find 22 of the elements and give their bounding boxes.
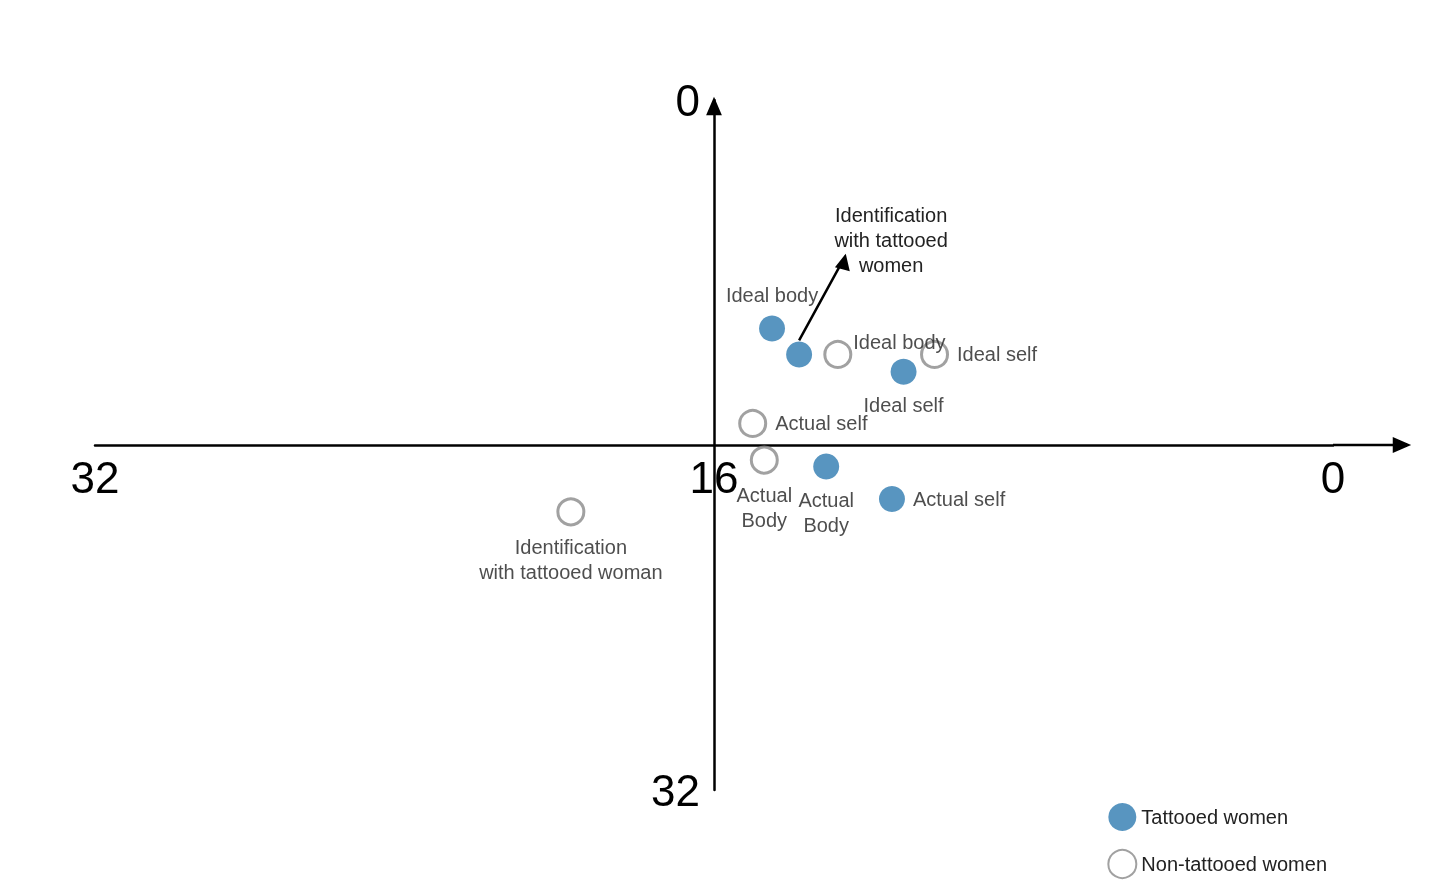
point [890,358,917,385]
legend-label: Tattooed women [1141,806,1289,828]
data-label: Actual self [912,487,1006,510]
point [749,445,779,475]
data-label: Ideal self [957,343,1038,366]
point [823,339,853,369]
point [813,453,840,480]
point [878,485,905,512]
data-label: Identification with tattooed woman [478,535,663,583]
data-label: Actual self [775,412,868,435]
data-label: Ideal body [725,284,819,307]
legend-label: Non-tattooed women [1141,853,1328,875]
annotation: Identification with tattooed women [833,204,948,277]
point [556,497,586,527]
x-tick-label: 0 [1320,452,1346,502]
x-tick-label: 32 [70,452,120,502]
data-label: Ideal body [853,331,946,354]
point [738,408,768,438]
data-label: Actual Body [798,489,854,537]
point [759,315,786,342]
data-label: Actual Body [736,484,793,532]
point [786,341,813,368]
